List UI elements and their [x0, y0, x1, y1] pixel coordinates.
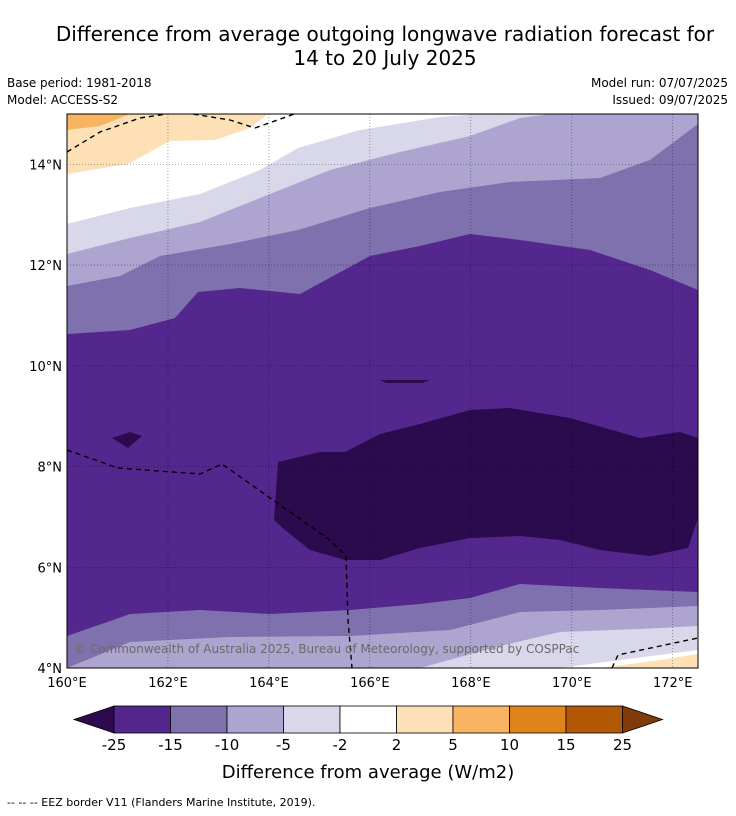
colorbar [72, 705, 664, 734]
band-minus-25-core [274, 408, 698, 560]
colorbar-swatch [113, 705, 171, 734]
band-south-2-5 [420, 626, 698, 668]
eez-border-south [67, 449, 353, 668]
colorbar-swatch [509, 705, 567, 734]
colorbar-swatch [452, 705, 510, 734]
footnote-eez: -- -- -- EEZ border V11 (Flanders Marine… [7, 796, 316, 809]
small-core-west [112, 432, 142, 448]
band-positive-light [67, 114, 268, 174]
lon-tick-label: 160°E [47, 676, 87, 691]
eez-border-southeast [611, 637, 698, 668]
colorbar-tick-label: -2 [332, 736, 348, 754]
colorbar-swatch [565, 705, 623, 734]
small-core-island [380, 380, 430, 383]
latitude-labels: 14°N 12°N 10°N 8°N 6°N 4°N [29, 158, 62, 677]
colorbar-extend-low [72, 705, 115, 734]
colorbar-swatch [283, 705, 341, 734]
issued-date: Issued: 09/07/2025 [612, 93, 728, 107]
colorbar-tick-label: -25 [101, 736, 127, 754]
colorbar-tick-label: -15 [158, 736, 183, 754]
band-south-positive [600, 654, 698, 668]
band-positive-mid [67, 114, 130, 130]
colorbar-tick-label: -5 [276, 736, 291, 754]
colorbar-title: Difference from average (W/m2) [221, 762, 515, 783]
colorbar-tick-label: -10 [214, 736, 240, 754]
colorbar-extend-high [622, 705, 664, 734]
meta-right: Model run: 07/07/2025 Issued: 09/07/2025 [591, 75, 728, 109]
base-period: Base period: 1981-2018 [7, 76, 152, 90]
eez-border-north-1 [67, 114, 256, 153]
colorbar-tick-label: 15 [556, 736, 576, 754]
lat-tick-label: 12°N [29, 259, 62, 274]
lat-tick-label: 10°N [29, 360, 62, 375]
colorbar-tick-label: 25 [612, 736, 633, 754]
lat-tick-label: 8°N [38, 461, 63, 476]
lon-tick-label: 162°E [148, 676, 188, 691]
lat-tick-label: 14°N [29, 158, 62, 173]
chart-title: Difference from average outgoing longwav… [0, 22, 736, 70]
lon-tick-label: 164°E [249, 676, 289, 691]
lat-tick-label: 4°N [38, 662, 63, 677]
colorbar-swatch [396, 705, 454, 734]
colorbar-tick-label: 2 [391, 736, 402, 754]
colorbar-tick-label: 10 [499, 736, 520, 754]
colorbar-swatch [339, 705, 397, 734]
title-line-1: Difference from average outgoing longwav… [55, 22, 715, 46]
eez-border-north-2 [254, 114, 297, 129]
lat-tick-label: 6°N [38, 561, 63, 576]
colorbar-tick-label: 5 [448, 736, 458, 754]
copyright-text: © Commonwealth of Australia 2025, Bureau… [74, 642, 579, 656]
lon-tick-label: 170°E [552, 676, 592, 691]
lon-tick-label: 172°E [653, 676, 693, 691]
colorbar-swatch [226, 705, 284, 734]
colorbar-swatch [170, 705, 228, 734]
lon-tick-label: 168°E [451, 676, 491, 691]
lon-tick-label: 166°E [350, 676, 390, 691]
longitude-labels: 160°E 162°E 164°E 166°E 168°E 170°E 172°E [47, 676, 692, 691]
map-frame [66, 113, 699, 669]
model-run: Model run: 07/07/2025 [590, 76, 728, 90]
model-name: Model: ACCESS-S2 [7, 93, 119, 107]
meta-left: Base period: 1981-2018 Model: ACCESS-S2 [7, 75, 152, 109]
title-line-2: 14 to 20 July 2025 [293, 46, 477, 70]
contour-field [67, 114, 698, 668]
